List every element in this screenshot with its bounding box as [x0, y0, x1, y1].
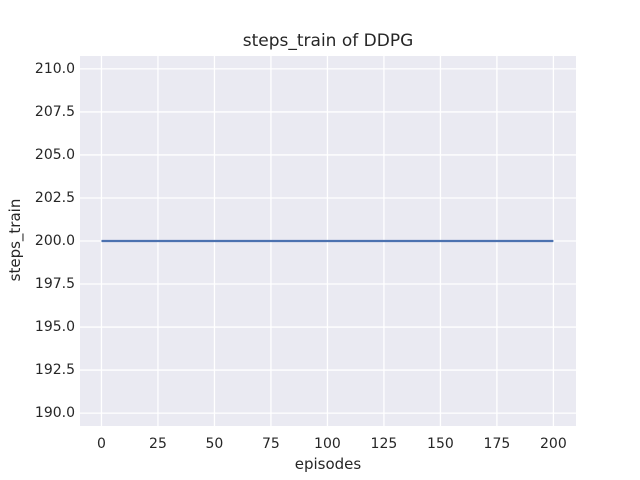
y-tick-label: 207.5 — [34, 103, 75, 120]
y-tick-label: 195.0 — [34, 319, 75, 336]
y-tick-label: 205.0 — [34, 146, 75, 163]
y-axis-label: steps_train — [6, 198, 24, 282]
chart-title: steps_train of DDPG — [242, 31, 414, 51]
y-tick-label: 192.5 — [34, 362, 75, 379]
y-tick-label: 210.0 — [34, 60, 75, 77]
x-tick-label: 150 — [427, 436, 454, 452]
x-tick-label: 75 — [262, 436, 280, 452]
x-axis-label: episodes — [294, 455, 362, 473]
x-tick-label: 175 — [483, 436, 511, 452]
x-tick-label: 125 — [370, 436, 398, 452]
x-tick-label: 100 — [314, 436, 341, 452]
x-tick-label: 200 — [540, 436, 567, 452]
plot-canvas — [80, 56, 576, 426]
x-tick-label: 25 — [149, 436, 167, 452]
y-tick-label: 190.0 — [34, 405, 75, 422]
x-tick-label: 0 — [96, 436, 106, 452]
plot-area — [80, 56, 576, 426]
x-tick-label: 50 — [205, 436, 224, 452]
